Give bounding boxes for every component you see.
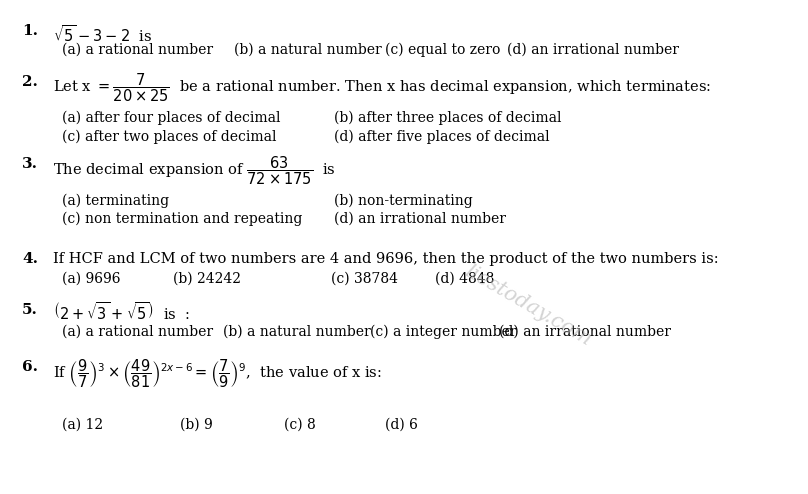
- Text: (c) equal to zero: (c) equal to zero: [385, 43, 500, 57]
- Text: 4.: 4.: [22, 252, 38, 266]
- Text: (b) a natural number: (b) a natural number: [223, 325, 371, 339]
- Text: (d) an irrational number: (d) an irrational number: [335, 212, 507, 226]
- Text: (b) 24242: (b) 24242: [173, 271, 241, 285]
- Text: (b) after three places of decimal: (b) after three places of decimal: [335, 111, 562, 125]
- Text: (b) 9: (b) 9: [180, 418, 213, 432]
- Text: 1.: 1.: [22, 24, 38, 38]
- Text: (b) a natural number: (b) a natural number: [234, 43, 381, 57]
- Text: If HCF and LCM of two numbers are 4 and 9696, then the product of the two number: If HCF and LCM of two numbers are 4 and …: [53, 252, 718, 266]
- Text: (c) 38784: (c) 38784: [330, 271, 398, 285]
- Text: $\left(2+\sqrt{3}+\sqrt{5}\right)$  is  :: $\left(2+\sqrt{3}+\sqrt{5}\right)$ is :: [53, 301, 190, 323]
- Text: 5.: 5.: [22, 303, 38, 317]
- Text: (c) non termination and repeating: (c) non termination and repeating: [61, 212, 302, 226]
- Text: (d) an irrational number: (d) an irrational number: [499, 325, 671, 339]
- Text: (d) 6: (d) 6: [385, 418, 418, 432]
- Text: 3.: 3.: [22, 157, 38, 171]
- Text: (d) after five places of decimal: (d) after five places of decimal: [335, 129, 550, 144]
- Text: Let x $=\dfrac{7}{20\times25}$  be a rational number. Then x has decimal expansi: Let x $=\dfrac{7}{20\times25}$ be a rati…: [53, 71, 711, 104]
- Text: If $\left(\dfrac{9}{7}\right)^{3}\times\left(\dfrac{49}{81}\right)^{2x-6}=\left(: If $\left(\dfrac{9}{7}\right)^{3}\times\…: [53, 358, 381, 390]
- Text: 2.: 2.: [22, 75, 38, 88]
- Text: 6.: 6.: [22, 360, 38, 373]
- Text: (a) 9696: (a) 9696: [61, 271, 120, 285]
- Text: (d) 4848: (d) 4848: [435, 271, 494, 285]
- Text: (a) a rational number: (a) a rational number: [61, 43, 213, 57]
- Text: (c) a integer number: (c) a integer number: [370, 325, 516, 339]
- Text: The decimal expansion of $\dfrac{63}{72\times175}$  is: The decimal expansion of $\dfrac{63}{72\…: [53, 155, 335, 187]
- Text: (d) an irrational number: (d) an irrational number: [507, 43, 679, 57]
- Text: (b) non-terminating: (b) non-terminating: [335, 194, 473, 208]
- Text: $\sqrt{5}-3-2$  is: $\sqrt{5}-3-2$ is: [53, 24, 152, 44]
- Text: (a) after four places of decimal: (a) after four places of decimal: [61, 111, 280, 125]
- Text: liestoday.com: liestoday.com: [461, 261, 595, 349]
- Text: (c) 8: (c) 8: [284, 418, 316, 432]
- Text: (a) a rational number: (a) a rational number: [61, 325, 213, 339]
- Text: (c) after two places of decimal: (c) after two places of decimal: [61, 129, 276, 144]
- Text: (a) 12: (a) 12: [61, 418, 103, 432]
- Text: (a) terminating: (a) terminating: [61, 194, 169, 208]
